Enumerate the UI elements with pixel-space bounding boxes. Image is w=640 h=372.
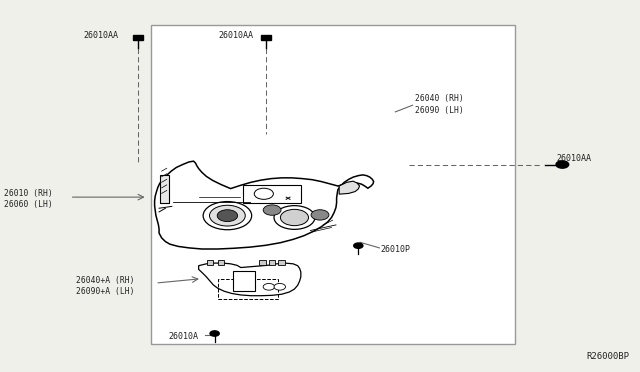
Text: 26010P: 26010P <box>381 244 411 253</box>
Circle shape <box>217 210 237 222</box>
Circle shape <box>263 205 281 215</box>
Circle shape <box>274 206 315 230</box>
Bar <box>259 260 266 264</box>
Text: 26010A: 26010A <box>168 331 198 341</box>
Text: 26040+A (RH)
26090+A (LH): 26040+A (RH) 26090+A (LH) <box>76 276 134 296</box>
Circle shape <box>263 283 275 290</box>
Circle shape <box>274 283 285 290</box>
Bar <box>133 35 143 40</box>
Polygon shape <box>339 181 360 194</box>
Bar <box>161 175 169 203</box>
Bar <box>260 35 271 40</box>
Circle shape <box>311 210 329 220</box>
Circle shape <box>203 202 252 230</box>
Circle shape <box>354 243 363 248</box>
Circle shape <box>556 161 569 168</box>
Bar <box>151 25 515 343</box>
Circle shape <box>209 205 245 226</box>
Bar <box>269 260 275 264</box>
Bar <box>218 260 224 264</box>
Text: 26010AA: 26010AA <box>218 31 253 41</box>
Text: 26010 (RH)
26060 (LH): 26010 (RH) 26060 (LH) <box>4 189 52 209</box>
Circle shape <box>280 209 308 226</box>
Bar <box>207 260 213 264</box>
Text: R26000BP: R26000BP <box>587 352 630 361</box>
Text: 26010AA: 26010AA <box>556 154 591 163</box>
Bar <box>232 271 255 291</box>
Circle shape <box>210 331 220 336</box>
Bar <box>243 185 301 203</box>
Circle shape <box>254 188 273 199</box>
Polygon shape <box>155 161 374 249</box>
Text: 26010AA: 26010AA <box>84 31 119 41</box>
Polygon shape <box>198 263 301 296</box>
Bar <box>278 260 285 264</box>
Text: 26040 (RH)
26090 (LH): 26040 (RH) 26090 (LH) <box>415 94 463 115</box>
Bar <box>218 279 278 299</box>
